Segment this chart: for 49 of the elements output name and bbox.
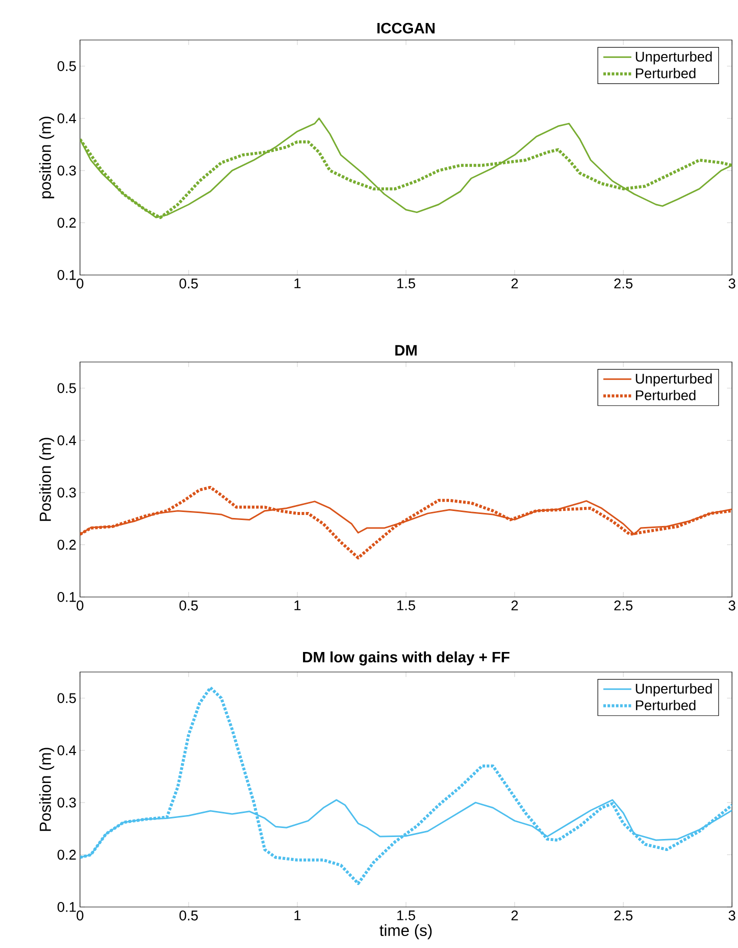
y-tick-label: 0.3	[58, 488, 76, 498]
x-tick-label: 1	[294, 278, 301, 288]
x-tick-label: 1	[294, 910, 301, 920]
x-tick-label: 0.5	[179, 910, 198, 920]
x-tick-label: 1	[294, 600, 301, 610]
x-tick-label: 2	[511, 910, 518, 920]
y-axis-title: Position (m)	[39, 438, 54, 521]
x-tick-label: 3	[728, 278, 736, 288]
y-tick-label: 0.5	[58, 693, 76, 704]
x-tick-label: 3	[728, 910, 736, 920]
chart-title: ICCGAN	[377, 22, 435, 34]
legend-label: Perturbed	[636, 390, 696, 400]
x-tick-label: 0	[76, 910, 84, 920]
x-tick-label: 2.5	[614, 278, 632, 288]
x-tick-label: 2	[511, 278, 518, 288]
legend-label: Unperturbed	[636, 683, 712, 696]
x-tick-label: 2.5	[614, 600, 632, 610]
x-tick-label: 1.5	[397, 600, 416, 610]
y-tick-label: 0.1	[58, 592, 76, 602]
y-tick-label: 0.2	[58, 218, 76, 228]
legend-label: Unperturbed	[636, 51, 712, 64]
y-tick-label: 0.4	[58, 113, 76, 124]
y-tick-label: 0.2	[58, 540, 76, 550]
y-tick-label: 0.1	[58, 270, 76, 280]
y-tick-label: 0.4	[58, 745, 76, 756]
legend-label: Perturbed	[636, 68, 696, 78]
chart-title: DM low gains with delay + FF	[303, 651, 510, 666]
y-tick-label: 0.1	[58, 902, 76, 912]
x-axis-title: time (s)	[380, 924, 432, 940]
x-tick-label: 1.5	[397, 910, 416, 920]
y-tick-label: 0.3	[58, 798, 76, 808]
x-tick-label: 3	[728, 600, 736, 610]
x-tick-label: 1.5	[397, 278, 416, 288]
y-tick-label: 0.5	[58, 383, 76, 394]
x-tick-label: 2	[511, 600, 518, 610]
chart-title: DM	[395, 345, 417, 356]
legend-label: Unperturbed	[636, 373, 712, 386]
y-tick-label: 0.2	[58, 850, 76, 860]
y-tick-label: 0.3	[58, 166, 76, 176]
y-tick-label: 0.4	[58, 435, 76, 446]
x-tick-label: 0.5	[179, 278, 198, 288]
x-tick-label: 2.5	[614, 910, 632, 920]
y-tick-label: 0.5	[58, 61, 76, 72]
y-axis-title: Position (m)	[39, 748, 54, 831]
x-tick-label: 0	[76, 278, 84, 288]
x-tick-label: 0.5	[179, 600, 198, 610]
y-axis-title: position (m)	[39, 116, 54, 198]
legend-label: Perturbed	[636, 700, 696, 710]
x-tick-label: 0	[76, 600, 84, 610]
